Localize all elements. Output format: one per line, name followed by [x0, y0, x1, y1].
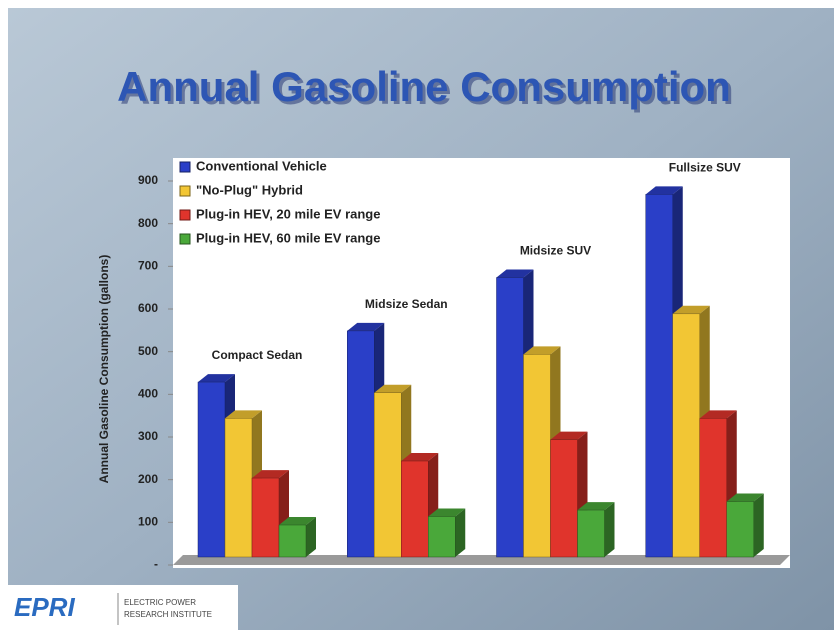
bar-side [455, 508, 466, 557]
bar [672, 313, 700, 558]
bar-top [645, 186, 683, 195]
bar [251, 477, 280, 558]
category-label: Midsize SUV [520, 244, 591, 258]
bar-top [496, 269, 534, 278]
bar-top [401, 453, 439, 461]
bar-top [347, 322, 385, 331]
legend-label: "No-Plug" Hybrid [196, 182, 303, 197]
y-tick-label: 400 [138, 387, 158, 401]
bar-top [198, 374, 235, 383]
y-axis-label: Annual Gasoline Consumption (gallons) [97, 255, 111, 484]
legend-label: Plug-in HEV, 20 mile EV range [196, 206, 380, 221]
category-label: Fullsize SUV [669, 161, 741, 175]
bar-top [252, 470, 289, 479]
y-tick-label: 300 [138, 429, 158, 443]
legend-label: Conventional Vehicle [196, 158, 327, 173]
legend-label: Plug-in HEV, 60 mile EV range [196, 230, 380, 245]
y-tick-label: 200 [138, 472, 158, 486]
category-label: Midsize Sedan [365, 297, 448, 311]
bar [645, 194, 673, 558]
logo-box [8, 585, 238, 630]
legend-swatch [179, 233, 191, 245]
chart-title: Annual Gasoline Consumption [117, 63, 731, 110]
y-tick-label: 700 [138, 259, 158, 273]
y-tick-label: - [154, 557, 158, 571]
y-tick-label: 600 [138, 301, 158, 315]
bar-top [726, 493, 764, 502]
bar [224, 418, 253, 558]
title-shadow: Annual Gasoline Consumption [120, 66, 734, 113]
bar-top [699, 410, 737, 419]
bar [550, 439, 578, 558]
bar [577, 509, 605, 558]
bar-top [672, 305, 710, 314]
category-label: Compact Sedan [212, 348, 303, 362]
bar-side [604, 502, 615, 557]
y-tick-label: 800 [138, 216, 158, 230]
floor [173, 555, 790, 565]
bar [496, 277, 524, 558]
y-tick-label: 500 [138, 344, 158, 358]
bar-side [753, 493, 764, 557]
y-tick-label: 100 [138, 515, 158, 529]
bar [401, 460, 429, 558]
legend-swatch [179, 185, 191, 197]
bar [278, 524, 307, 558]
bar [197, 381, 226, 558]
logo-line: RESEARCH INSTITUTE [124, 610, 212, 619]
bar-side [306, 517, 316, 557]
bar-top [225, 410, 262, 419]
logo: EPRI ELECTRIC POWER RESEARCH INSTITUTE [8, 585, 238, 630]
bar [374, 392, 402, 558]
bar [523, 354, 551, 558]
bar-top [279, 517, 316, 525]
bar-top [523, 346, 561, 355]
legend-swatch [179, 161, 191, 173]
bar-top [374, 384, 412, 393]
logo-mark: EPRI [14, 592, 75, 622]
bar [726, 501, 754, 558]
bar-top [428, 508, 466, 517]
bar-top [550, 431, 588, 440]
bar [699, 418, 727, 558]
legend-swatch [179, 209, 191, 221]
y-tick-label: 900 [138, 173, 158, 187]
bar-top [577, 502, 615, 511]
bar [428, 516, 456, 558]
bar [347, 330, 375, 558]
logo-line: ELECTRIC POWER [124, 598, 196, 607]
